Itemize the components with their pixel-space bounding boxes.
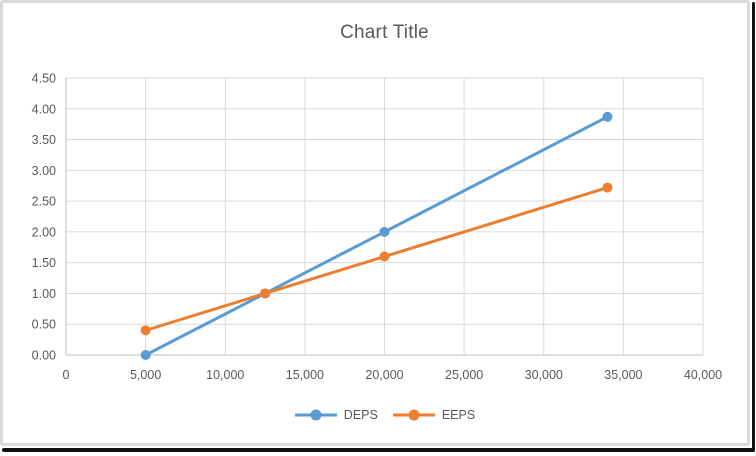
eeps-line <box>144 186 609 332</box>
y-tick-label: 0.00 <box>32 349 56 363</box>
bottom-edge-line <box>2 448 754 452</box>
y-tick-label: 1.50 <box>32 256 56 270</box>
chart-legend: DEPS EEPS <box>66 403 703 427</box>
deps-marker <box>140 350 151 360</box>
eeps-marker <box>260 288 271 299</box>
x-tick-label: 20,000 <box>365 368 403 382</box>
chart-title: Chart Title <box>340 22 429 43</box>
deps-line <box>144 115 609 357</box>
eeps-marker <box>379 251 390 262</box>
y-tick-label: 4.00 <box>32 102 56 116</box>
x-tick-label: 0 <box>63 368 70 382</box>
eeps-marker <box>602 182 613 193</box>
x-tick-label: 5,000 <box>130 368 161 382</box>
legend-label-eeps: EEPS <box>441 408 476 422</box>
x-tick-label: 25,000 <box>445 368 483 382</box>
x-tick-label: 40,000 <box>684 368 722 382</box>
y-tick-label: 3.50 <box>32 133 56 147</box>
legend-item-eeps: EEPS <box>392 408 475 422</box>
deps-marker <box>379 226 390 237</box>
eeps-line-marker-icon <box>392 409 435 421</box>
y-tick-label: 4.50 <box>32 72 56 86</box>
right-edge-line <box>752 2 755 452</box>
y-tick-label: 2.00 <box>32 225 56 239</box>
y-tick-label: 2.50 <box>32 195 56 209</box>
x-tick-label: 15,000 <box>286 368 324 382</box>
x-tick-label: 35,000 <box>604 368 642 382</box>
y-tick-label: 0.50 <box>32 318 56 332</box>
deps-line-marker-icon <box>294 409 337 421</box>
legend-label-deps: DEPS <box>343 408 378 422</box>
y-tick-label: 1.00 <box>32 287 56 301</box>
y-tick-label: 3.00 <box>32 164 56 178</box>
legend-item-deps: DEPS <box>294 408 378 422</box>
x-tick-label: 10,000 <box>206 368 244 382</box>
x-tick-label: 30,000 <box>525 368 563 382</box>
eeps-marker <box>140 325 151 336</box>
deps-marker <box>602 111 613 122</box>
